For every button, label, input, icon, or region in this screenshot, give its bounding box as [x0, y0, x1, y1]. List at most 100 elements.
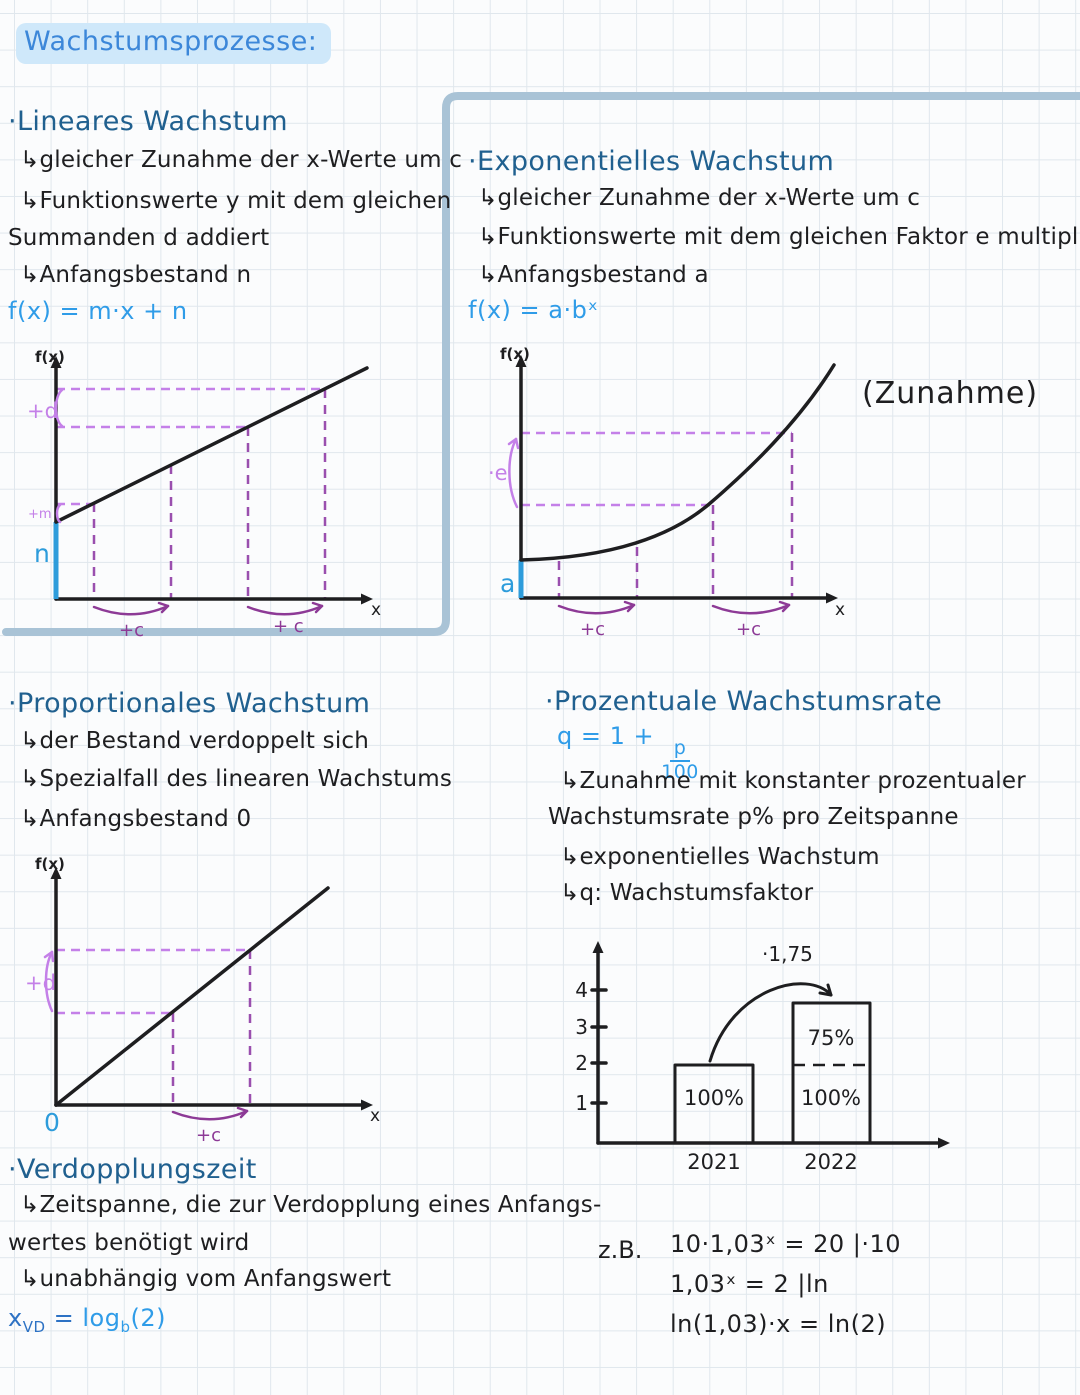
y-axis-label: f(x): [35, 348, 65, 366]
linear-point: ↳gleicher Zunahme der x-Werte um c: [20, 147, 463, 173]
plus-c-arrowhead: [311, 601, 324, 614]
x-axis-label: x: [835, 600, 845, 620]
example-step: 1,03ˣ = 2 |ln: [670, 1270, 829, 1298]
x-axis-arrow: [361, 1099, 373, 1111]
exponential-point: ↳gleicher Zunahme der x-Werte um c: [478, 185, 921, 211]
bar-2021: [673, 1063, 755, 1145]
plus-c-arrowhead: [623, 600, 636, 613]
exponential-point: ↳Funktionswerte mit dem gleichen Faktor …: [478, 224, 1080, 250]
formula-log: log: [82, 1304, 121, 1332]
plus-c-label: + c: [273, 616, 304, 637]
y-tick-label: 1: [575, 1091, 588, 1115]
proportional-growth-graph: f(x) x +d 0 +c: [25, 855, 380, 1146]
example-step: 10·1,03ˣ = 20 |·10: [670, 1230, 902, 1258]
example-step: ln(1,03)·x = ln(2): [670, 1310, 887, 1338]
plus-c-arc: [557, 603, 636, 615]
doubling-formula-lhs: xVD =: [8, 1304, 83, 1336]
percent-point: ↳q: Wachstumsfaktor: [560, 880, 814, 906]
bar-2022-upper-label: 75%: [808, 1026, 855, 1050]
plus-c-label: +c: [736, 619, 761, 640]
y-tick-label: 3: [575, 1015, 588, 1039]
proportional-function-line: [54, 886, 330, 1107]
plus-c-label: +c: [119, 620, 144, 641]
category-label-2021: 2021: [687, 1150, 740, 1174]
formula-log-arg: (2): [130, 1304, 167, 1332]
exponential-growth-graph: f(x) x ·e a +c +c: [488, 345, 845, 640]
linear-function-line: [54, 366, 369, 524]
x-axis-arrow: [361, 593, 373, 605]
x-axis-arrow: [938, 1137, 950, 1149]
exponential-function-curve: [519, 363, 836, 562]
linear-growth-graph: f(x) x +d +m n +c + c: [27, 348, 381, 641]
x-axis-arrow: [826, 592, 838, 604]
times-e-label: ·e: [488, 461, 508, 485]
zunahme-annotation: (Zunahme): [862, 376, 1039, 411]
times-e-arrow: [508, 437, 519, 509]
linear-heading: ·Lineares Wachstum: [8, 106, 288, 137]
intercept-label: n: [34, 539, 50, 568]
percent-point: Wachstumsrate p% pro Zeitspanne: [548, 804, 959, 830]
origin-label: 0: [44, 1108, 60, 1137]
proportional-point: ↳Anfangsbestand 0: [20, 806, 252, 832]
bar-2022-lower-label: 100%: [801, 1086, 861, 1110]
y-axis-label: f(x): [500, 345, 530, 363]
growth-arrow: [708, 982, 833, 1063]
doubling-point: wertes benötigt wird: [8, 1230, 250, 1256]
y-axis-arrow: [50, 867, 62, 879]
doubling-formula-rhs: logb(2): [82, 1304, 167, 1336]
example-label: z.B.: [598, 1236, 643, 1264]
percent-formula-fraction: p 100: [661, 739, 699, 782]
plus-c-arrowhead: [236, 1106, 249, 1119]
page-title: Wachstumsprozesse:: [16, 23, 332, 64]
plus-c-label: +c: [196, 1125, 221, 1146]
x-axis-label: x: [371, 600, 381, 620]
percent-formula-pre: q = 1 +: [557, 722, 655, 750]
doubling-point: ↳unabhängig vom Anfangswert: [20, 1266, 392, 1292]
growth-arrowhead: [818, 983, 833, 997]
linear-point: Summanden d addiert: [8, 225, 270, 251]
times-e-arrowhead: [507, 437, 520, 450]
formula-equals: =: [45, 1304, 83, 1332]
formula-log-base: b: [120, 1317, 131, 1336]
plus-m-label: +m: [28, 507, 52, 522]
exponential-point: ↳Anfangsbestand a: [478, 262, 709, 288]
y-tick-label: 2: [575, 1051, 588, 1075]
plus-d-brace: [54, 388, 64, 428]
plus-d-label: +d: [25, 971, 56, 995]
y-tick-label: 4: [575, 978, 588, 1002]
plus-c-arc: [92, 604, 170, 616]
plus-d-arrow: [44, 950, 54, 1013]
proportional-heading: ·Proportionales Wachstum: [8, 688, 371, 719]
plus-c-arrowhead: [778, 600, 791, 613]
percent-heading: ·Prozentuale Wachstumsrate: [545, 686, 943, 717]
formula-var: x: [8, 1304, 23, 1332]
bar-2022: [791, 1001, 872, 1145]
linear-point: ↳Anfangsbestand n: [20, 262, 252, 288]
bar-2021-label: 100%: [684, 1086, 744, 1110]
plus-c-arc: [171, 1109, 249, 1121]
plus-d-arrowhead: [43, 950, 55, 963]
doubling-point: ↳Zeitspanne, die zur Verdopplung eines A…: [20, 1192, 602, 1218]
intercept-label: a: [500, 569, 515, 598]
linear-point: ↳Funktionswerte y mit dem gleichen: [20, 188, 452, 214]
doubling-heading: ·Verdopplungszeit: [8, 1154, 257, 1185]
plus-m-brace: [55, 503, 62, 524]
fraction-denominator: 100: [661, 761, 699, 783]
proportional-point: ↳Spezialfall des linearen Wachstums: [20, 766, 453, 792]
plus-c-arc: [711, 603, 791, 615]
y-axis-arrow: [592, 941, 604, 953]
exponential-formula: f(x) = a·bˣ: [468, 296, 599, 324]
percent-point: ↳exponentielles Wachstum: [560, 844, 880, 870]
percent-point: ↳Zunahme mit konstanter prozentualer: [560, 768, 1026, 794]
growth-factor-label: ·1,75: [762, 942, 813, 966]
y-axis-arrow: [515, 355, 527, 367]
category-label-2022: 2022: [804, 1150, 857, 1174]
linear-formula: f(x) = m·x + n: [8, 297, 188, 325]
fraction-numerator: p: [669, 739, 691, 762]
plus-c-label: +c: [580, 619, 605, 640]
plus-c-arrowhead: [157, 601, 170, 614]
formula-subscript: VD: [22, 1317, 46, 1336]
plus-d-label: +d: [27, 399, 58, 423]
